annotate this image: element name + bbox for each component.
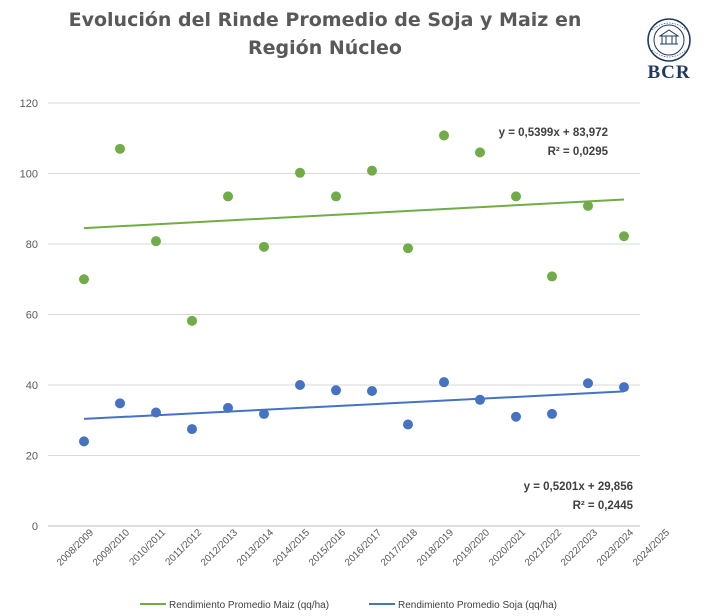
x-tick-label: 2020/2021 <box>487 527 529 569</box>
maiz-point <box>79 274 89 285</box>
data-points <box>79 130 629 447</box>
trend-lines <box>83 198 625 420</box>
soja-point <box>583 378 593 389</box>
maiz-point <box>475 147 485 158</box>
bcr-logo: BCR <box>640 18 700 88</box>
maiz-point <box>511 191 521 202</box>
soja-point <box>151 407 161 418</box>
maiz-point <box>583 200 593 211</box>
soja-point <box>331 385 341 396</box>
x-tick-label: 2024/2025 <box>631 527 673 569</box>
maiz-point <box>619 231 629 242</box>
x-tick-label: 2008/2009 <box>55 527 97 569</box>
maiz-point <box>547 271 557 282</box>
y-tick-label: 120 <box>20 98 38 110</box>
bcr-seal-icon <box>647 18 691 62</box>
x-tick-label: 2016/2017 <box>343 527 385 569</box>
maiz-point <box>367 165 377 176</box>
maiz-point <box>151 236 161 247</box>
y-tick-label: 40 <box>26 380 38 392</box>
x-tick-label: 2022/2023 <box>559 527 601 569</box>
x-tick-label: 2012/2013 <box>199 527 241 569</box>
legend-maiz-label: Rendimiento Promedio Maiz (qq/ha) <box>169 600 329 611</box>
y-axis-ticks: 0 20 40 60 80 100 120 <box>20 98 38 533</box>
soja-point <box>187 424 197 435</box>
trend-equations: y = 0,5399x + 83,972 R² = 0,0295 y = 0,5… <box>499 127 634 512</box>
y-tick-label: 80 <box>26 239 38 251</box>
y-tick-label: 20 <box>26 451 38 463</box>
soja-point <box>403 419 413 430</box>
chart-title: Evolución del Rinde Promedio de Soja y M… <box>68 9 582 59</box>
soja-point <box>619 382 629 393</box>
x-tick-label: 2011/2012 <box>163 527 204 568</box>
x-tick-label: 2021/2022 <box>523 527 565 569</box>
maiz-point <box>115 143 125 154</box>
x-tick-label: 2009/2010 <box>91 527 133 569</box>
soja-point <box>367 385 377 396</box>
soja-trend-line <box>83 390 625 420</box>
x-tick-label: 2017/2018 <box>379 527 421 569</box>
x-tick-label: 2014/2015 <box>271 527 313 569</box>
soja-point <box>79 436 89 447</box>
soja-point <box>439 377 449 388</box>
soja-point <box>475 394 485 405</box>
y-tick-label: 60 <box>26 310 38 322</box>
x-axis-ticks: 2008/20092009/20102010/20112011/20122012… <box>55 527 673 569</box>
maiz-point <box>295 167 305 178</box>
x-tick-label: 2023/2024 <box>595 527 637 569</box>
maiz-point <box>403 243 413 254</box>
x-tick-label: 2019/2020 <box>451 527 493 569</box>
x-tick-label: 2018/2019 <box>415 527 457 569</box>
soja-point <box>115 398 125 409</box>
soja-point <box>547 408 557 419</box>
soja-point <box>511 411 521 422</box>
soja-point <box>223 402 233 413</box>
x-tick-label: 2010/2011 <box>127 527 168 568</box>
x-tick-label: 2015/2016 <box>307 527 349 569</box>
legend-soja-label: Rendimiento Promedio Soja (qq/ha) <box>398 600 557 611</box>
bcr-logo-text: BCR <box>647 62 691 83</box>
y-tick-label: 100 <box>20 169 38 181</box>
soja-point <box>295 380 305 390</box>
y-tick-label: 0 <box>32 521 38 533</box>
soja-point <box>259 408 269 419</box>
maiz-equation: y = 0,5399x + 83,972 <box>499 127 608 139</box>
legend: Rendimiento Promedio Maiz (qq/ha) Rendim… <box>140 600 557 611</box>
soja-equation: y = 0,5201x + 29,856 <box>524 481 633 493</box>
maiz-point <box>439 130 449 141</box>
maiz-point <box>331 191 341 202</box>
x-tick-label: 2013/2014 <box>235 527 277 569</box>
maiz-point <box>259 241 269 252</box>
soja-r2: R² = 0,2445 <box>573 500 634 512</box>
maiz-point <box>187 315 197 326</box>
maiz-r2: R² = 0,0295 <box>548 146 609 158</box>
maiz-trend-line <box>83 198 625 230</box>
maiz-point <box>223 191 233 202</box>
grid-lines <box>48 102 640 527</box>
